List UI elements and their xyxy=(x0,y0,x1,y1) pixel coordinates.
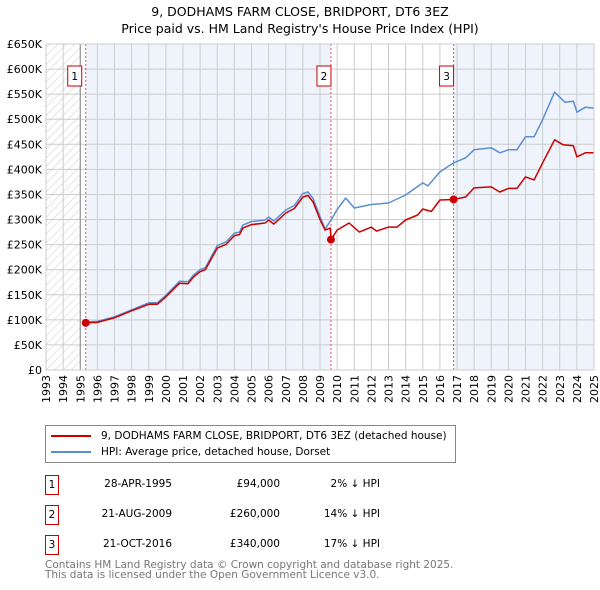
sale-date: 21-OCT-2016 xyxy=(103,538,172,550)
y-tick-label: £150K xyxy=(7,289,43,302)
x-tick-label: 2009 xyxy=(314,375,327,403)
x-tick-label: 2006 xyxy=(263,375,276,403)
x-tick-label: 2008 xyxy=(297,375,310,403)
licence-text: This data is licensed under the Open Gov… xyxy=(45,569,380,581)
y-tick-label: £100K xyxy=(7,314,43,327)
sale-date: 21-AUG-2009 xyxy=(101,508,172,520)
sale-row: 1 28-APR-1995 £94,000 2% ↓ HPI xyxy=(45,475,445,495)
x-tick-label: 2022 xyxy=(537,375,550,403)
x-tick-label: 2004 xyxy=(228,375,241,403)
y-tick-label: £450K xyxy=(7,138,43,151)
sale-price: £94,000 xyxy=(236,478,280,490)
sale-label-box xyxy=(316,65,332,87)
sale-point xyxy=(449,195,458,204)
sale-hpi-diff: 14% ↓ HPI xyxy=(323,508,380,520)
y-tick-label: £650K xyxy=(7,38,43,51)
x-tick-label: 1994 xyxy=(57,375,70,403)
sale-row: 3 21-OCT-2016 £340,000 17% ↓ HPI xyxy=(45,535,445,555)
y-tick-label: £300K xyxy=(7,214,43,227)
sale-row: 2 21-AUG-2009 £260,000 14% ↓ HPI xyxy=(45,505,445,525)
legend-label: HPI: Average price, detached house, Dors… xyxy=(101,446,331,458)
x-tick-label: 2000 xyxy=(160,375,173,403)
x-tick-label: 1993 xyxy=(40,375,53,403)
sale-label-box xyxy=(439,65,455,87)
x-tick-label: 2002 xyxy=(194,375,207,403)
x-tick-label: 2020 xyxy=(502,375,515,403)
chart-title: 9, DODHAMS FARM CLOSE, BRIDPORT, DT6 3EZ xyxy=(151,4,449,19)
x-tick-label: 1997 xyxy=(109,375,122,403)
x-tick-label: 2025 xyxy=(588,375,600,403)
x-tick-label: 2023 xyxy=(554,375,567,403)
sale-label: 3 xyxy=(443,71,450,83)
sale-label: 2 xyxy=(321,71,328,83)
x-tick-label: 1998 xyxy=(126,375,139,403)
legend-label: 9, DODHAMS FARM CLOSE, BRIDPORT, DT6 3EZ… xyxy=(101,430,447,442)
property-price-line xyxy=(85,139,594,324)
x-tick-label: 2014 xyxy=(400,375,413,403)
sale-hpi-diff: 17% ↓ HPI xyxy=(323,538,380,550)
sale-point xyxy=(326,235,335,244)
y-tick-label: £550K xyxy=(7,88,43,101)
x-tick-label: 2001 xyxy=(177,375,190,403)
x-tick-label: 2007 xyxy=(280,375,293,403)
x-tick-label: 1995 xyxy=(74,375,87,403)
x-tick-label: 1999 xyxy=(143,375,156,403)
plot-border xyxy=(45,43,595,371)
y-tick-label: £250K xyxy=(7,239,43,252)
sale-price: £340,000 xyxy=(229,538,280,550)
shaded-period xyxy=(85,44,331,370)
x-tick-label: 2019 xyxy=(485,375,498,403)
sale-date: 28-APR-1995 xyxy=(104,478,172,490)
x-tick-label: 2024 xyxy=(571,375,584,403)
x-tick-label: 2015 xyxy=(417,375,430,403)
y-tick-label: £350K xyxy=(7,188,43,201)
x-tick-label: 2013 xyxy=(383,375,396,403)
sale-label: 1 xyxy=(71,71,78,83)
legend: 9, DODHAMS FARM CLOSE, BRIDPORT, DT6 3EZ… xyxy=(45,425,456,463)
x-tick-label: 2018 xyxy=(468,375,481,403)
x-tick-label: 2011 xyxy=(348,375,361,403)
sale-marker: 3 xyxy=(45,535,59,555)
sale-marker: 1 xyxy=(45,475,59,495)
x-tick-label: 2017 xyxy=(451,375,464,403)
shaded-period xyxy=(453,44,594,370)
chart-subtitle: Price paid vs. HM Land Registry's House … xyxy=(121,21,479,36)
y-tick-label: £50K xyxy=(14,339,43,352)
price-chart: 1993 1994 1995 1996 1997 1998 1999 2000 2001 2002… xyxy=(7,38,600,403)
legend-item-hpi: HPI: Average price, detached house, Dors… xyxy=(46,444,330,460)
x-tick-label: 2010 xyxy=(331,375,344,403)
y-tick-label: £0 xyxy=(28,364,42,377)
legend-item-property: 9, DODHAMS FARM CLOSE, BRIDPORT, DT6 3EZ… xyxy=(46,428,447,444)
sale-label-box xyxy=(67,65,83,87)
x-tick-label: 2003 xyxy=(211,375,224,403)
sale-point xyxy=(81,318,90,327)
blue-line-swatch xyxy=(51,451,91,453)
sale-price: £260,000 xyxy=(229,508,280,520)
x-tick-label: 2012 xyxy=(365,375,378,403)
y-tick-label: £400K xyxy=(7,163,43,176)
hpi-line xyxy=(85,91,595,323)
x-tick-label: 2016 xyxy=(434,375,447,403)
y-tick-label: £500K xyxy=(7,113,43,126)
sale-marker: 2 xyxy=(45,505,59,525)
x-tick-label: 1996 xyxy=(91,375,104,403)
y-tick-label: £200K xyxy=(7,264,43,277)
x-tick-label: 2021 xyxy=(520,375,533,403)
copyright-text: Contains HM Land Registry data © Crown c… xyxy=(45,559,454,571)
sale-hpi-diff: 2% ↓ HPI xyxy=(330,478,380,490)
y-tick-label: £600K xyxy=(7,63,43,76)
red-line-swatch xyxy=(51,435,91,437)
x-tick-label: 2005 xyxy=(246,375,259,403)
footer: Contains HM Land Registry data © Crown c… xyxy=(45,559,454,581)
